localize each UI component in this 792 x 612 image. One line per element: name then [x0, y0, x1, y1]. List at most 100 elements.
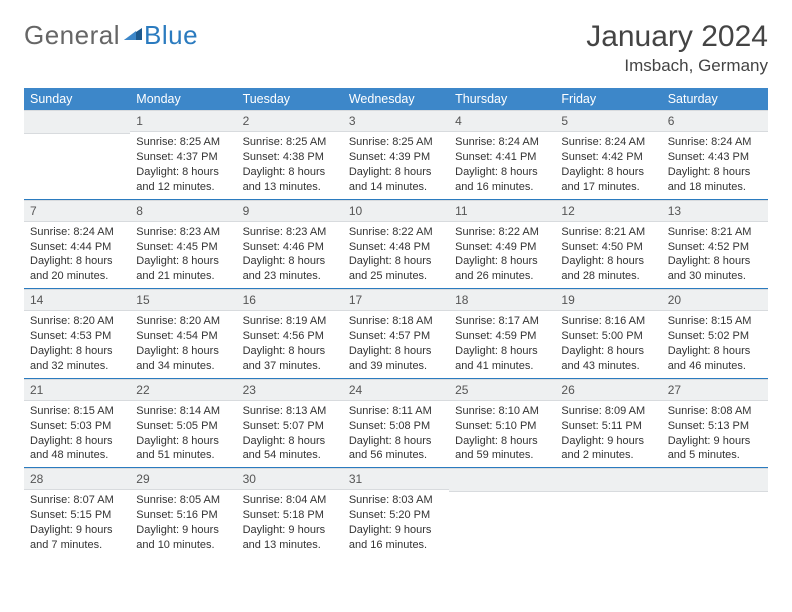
sunset: Sunset: 5:20 PM: [349, 508, 443, 523]
daylight: Daylight: 8 hours and 51 minutes.: [136, 434, 230, 464]
sunset: Sunset: 5:13 PM: [668, 419, 762, 434]
sunset: Sunset: 5:00 PM: [561, 329, 655, 344]
sunrise: Sunrise: 8:25 AM: [136, 135, 230, 150]
sunrise: Sunrise: 8:23 AM: [243, 225, 337, 240]
sunrise: Sunrise: 8:22 AM: [455, 225, 549, 240]
day-body: Sunrise: 8:25 AMSunset: 4:37 PMDaylight:…: [130, 132, 236, 198]
daylight: Daylight: 8 hours and 18 minutes.: [668, 165, 762, 195]
day-number: 20: [662, 289, 768, 311]
calendar-week: 21Sunrise: 8:15 AMSunset: 5:03 PMDayligh…: [24, 378, 768, 468]
sunrise: Sunrise: 8:23 AM: [136, 225, 230, 240]
calendar-day: 21Sunrise: 8:15 AMSunset: 5:03 PMDayligh…: [24, 378, 130, 468]
sunrise: Sunrise: 8:15 AM: [668, 314, 762, 329]
day-body: Sunrise: 8:23 AMSunset: 4:46 PMDaylight:…: [237, 222, 343, 288]
daylight: Daylight: 9 hours and 16 minutes.: [349, 523, 443, 553]
day-body: Sunrise: 8:11 AMSunset: 5:08 PMDaylight:…: [343, 401, 449, 467]
sunrise: Sunrise: 8:24 AM: [30, 225, 124, 240]
calendar-day: 5Sunrise: 8:24 AMSunset: 4:42 PMDaylight…: [555, 110, 661, 199]
logo-icon: [122, 20, 144, 51]
day-body: Sunrise: 8:20 AMSunset: 4:54 PMDaylight:…: [130, 311, 236, 377]
day-body: Sunrise: 8:20 AMSunset: 4:53 PMDaylight:…: [24, 311, 130, 377]
day-body: Sunrise: 8:24 AMSunset: 4:42 PMDaylight:…: [555, 132, 661, 198]
sunrise: Sunrise: 8:17 AM: [455, 314, 549, 329]
daylight: Daylight: 9 hours and 2 minutes.: [561, 434, 655, 464]
daylight: Daylight: 8 hours and 23 minutes.: [243, 254, 337, 284]
daylight: Daylight: 8 hours and 56 minutes.: [349, 434, 443, 464]
weekday-header: Saturday: [662, 88, 768, 110]
sunset: Sunset: 5:15 PM: [30, 508, 124, 523]
calendar-day: 30Sunrise: 8:04 AMSunset: 5:18 PMDayligh…: [237, 468, 343, 557]
day-body: Sunrise: 8:10 AMSunset: 5:10 PMDaylight:…: [449, 401, 555, 467]
calendar-day: 12Sunrise: 8:21 AMSunset: 4:50 PMDayligh…: [555, 199, 661, 289]
day-number: 30: [237, 468, 343, 490]
day-number: 14: [24, 289, 130, 311]
sunset: Sunset: 5:05 PM: [136, 419, 230, 434]
logo-part1: General: [24, 20, 120, 51]
day-number: 1: [130, 110, 236, 132]
sunrise: Sunrise: 8:21 AM: [561, 225, 655, 240]
calendar-day: 8Sunrise: 8:23 AMSunset: 4:45 PMDaylight…: [130, 199, 236, 289]
day-body: Sunrise: 8:13 AMSunset: 5:07 PMDaylight:…: [237, 401, 343, 467]
calendar-day: 31Sunrise: 8:03 AMSunset: 5:20 PMDayligh…: [343, 468, 449, 557]
sunset: Sunset: 4:53 PM: [30, 329, 124, 344]
calendar-day: 18Sunrise: 8:17 AMSunset: 4:59 PMDayligh…: [449, 289, 555, 379]
day-body: Sunrise: 8:18 AMSunset: 4:57 PMDaylight:…: [343, 311, 449, 377]
day-number: 12: [555, 200, 661, 222]
weekday-header: Tuesday: [237, 88, 343, 110]
sunset: Sunset: 4:54 PM: [136, 329, 230, 344]
day-body: Sunrise: 8:08 AMSunset: 5:13 PMDaylight:…: [662, 401, 768, 467]
day-body: Sunrise: 8:24 AMSunset: 4:43 PMDaylight:…: [662, 132, 768, 198]
sunrise: Sunrise: 8:20 AM: [136, 314, 230, 329]
weekday-header: Sunday: [24, 88, 130, 110]
sunrise: Sunrise: 8:24 AM: [455, 135, 549, 150]
daylight: Daylight: 8 hours and 54 minutes.: [243, 434, 337, 464]
calendar-day: 9Sunrise: 8:23 AMSunset: 4:46 PMDaylight…: [237, 199, 343, 289]
sunrise: Sunrise: 8:11 AM: [349, 404, 443, 419]
sunrise: Sunrise: 8:13 AM: [243, 404, 337, 419]
day-body: Sunrise: 8:04 AMSunset: 5:18 PMDaylight:…: [237, 490, 343, 556]
day-body: Sunrise: 8:16 AMSunset: 5:00 PMDaylight:…: [555, 311, 661, 377]
calendar-day: 25Sunrise: 8:10 AMSunset: 5:10 PMDayligh…: [449, 378, 555, 468]
weekday-header: Monday: [130, 88, 236, 110]
daylight: Daylight: 9 hours and 13 minutes.: [243, 523, 337, 553]
calendar-day: 19Sunrise: 8:16 AMSunset: 5:00 PMDayligh…: [555, 289, 661, 379]
calendar-day: 11Sunrise: 8:22 AMSunset: 4:49 PMDayligh…: [449, 199, 555, 289]
day-number: 9: [237, 200, 343, 222]
calendar-week: 1Sunrise: 8:25 AMSunset: 4:37 PMDaylight…: [24, 110, 768, 199]
sunrise: Sunrise: 8:20 AM: [30, 314, 124, 329]
daylight: Daylight: 8 hours and 43 minutes.: [561, 344, 655, 374]
day-number: [555, 468, 661, 492]
sunset: Sunset: 4:41 PM: [455, 150, 549, 165]
day-body: Sunrise: 8:17 AMSunset: 4:59 PMDaylight:…: [449, 311, 555, 377]
sunset: Sunset: 4:56 PM: [243, 329, 337, 344]
calendar-day: 24Sunrise: 8:11 AMSunset: 5:08 PMDayligh…: [343, 378, 449, 468]
calendar: Sunday Monday Tuesday Wednesday Thursday…: [24, 88, 768, 557]
sunrise: Sunrise: 8:15 AM: [30, 404, 124, 419]
day-body: Sunrise: 8:05 AMSunset: 5:16 PMDaylight:…: [130, 490, 236, 556]
day-body: Sunrise: 8:24 AMSunset: 4:41 PMDaylight:…: [449, 132, 555, 198]
calendar-day: [24, 110, 130, 199]
calendar-day: 16Sunrise: 8:19 AMSunset: 4:56 PMDayligh…: [237, 289, 343, 379]
sunrise: Sunrise: 8:14 AM: [136, 404, 230, 419]
daylight: Daylight: 8 hours and 12 minutes.: [136, 165, 230, 195]
sunset: Sunset: 4:46 PM: [243, 240, 337, 255]
day-number: 16: [237, 289, 343, 311]
calendar-day: 26Sunrise: 8:09 AMSunset: 5:11 PMDayligh…: [555, 378, 661, 468]
sunset: Sunset: 5:07 PM: [243, 419, 337, 434]
day-body: Sunrise: 8:22 AMSunset: 4:48 PMDaylight:…: [343, 222, 449, 288]
weekday-header: Friday: [555, 88, 661, 110]
day-body: Sunrise: 8:23 AMSunset: 4:45 PMDaylight:…: [130, 222, 236, 288]
sunrise: Sunrise: 8:03 AM: [349, 493, 443, 508]
daylight: Daylight: 8 hours and 34 minutes.: [136, 344, 230, 374]
calendar-day: 23Sunrise: 8:13 AMSunset: 5:07 PMDayligh…: [237, 378, 343, 468]
daylight: Daylight: 8 hours and 32 minutes.: [30, 344, 124, 374]
daylight: Daylight: 8 hours and 30 minutes.: [668, 254, 762, 284]
daylight: Daylight: 8 hours and 16 minutes.: [455, 165, 549, 195]
day-number: 13: [662, 200, 768, 222]
location: Imsbach, Germany: [586, 56, 768, 76]
day-body: Sunrise: 8:15 AMSunset: 5:02 PMDaylight:…: [662, 311, 768, 377]
weekday-header: Wednesday: [343, 88, 449, 110]
day-number: 23: [237, 379, 343, 401]
daylight: Daylight: 8 hours and 48 minutes.: [30, 434, 124, 464]
day-body: Sunrise: 8:25 AMSunset: 4:38 PMDaylight:…: [237, 132, 343, 198]
